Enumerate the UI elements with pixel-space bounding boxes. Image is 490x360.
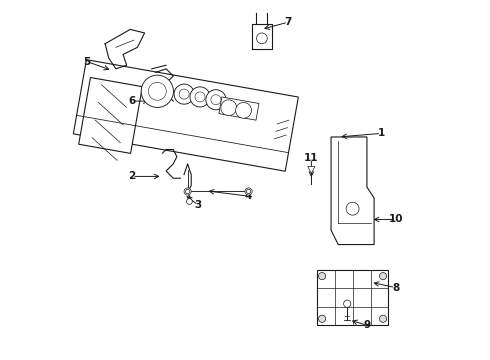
- Circle shape: [195, 92, 205, 102]
- Text: 10: 10: [389, 215, 403, 224]
- Circle shape: [246, 189, 251, 194]
- Polygon shape: [219, 97, 259, 120]
- Text: 7: 7: [284, 17, 292, 27]
- Circle shape: [141, 75, 173, 107]
- Circle shape: [318, 273, 326, 280]
- Circle shape: [187, 199, 192, 204]
- Circle shape: [211, 95, 221, 105]
- Circle shape: [148, 82, 166, 100]
- Circle shape: [190, 87, 210, 107]
- Text: 11: 11: [304, 153, 319, 163]
- Polygon shape: [308, 166, 315, 174]
- Polygon shape: [331, 137, 374, 244]
- Circle shape: [206, 90, 226, 110]
- Circle shape: [179, 89, 189, 99]
- Text: 5: 5: [84, 57, 91, 67]
- Circle shape: [236, 103, 251, 118]
- Text: 2: 2: [128, 171, 136, 181]
- Circle shape: [379, 273, 387, 280]
- Circle shape: [186, 189, 190, 194]
- Polygon shape: [74, 60, 298, 171]
- Circle shape: [256, 33, 267, 44]
- Text: 3: 3: [195, 200, 202, 210]
- Text: 1: 1: [378, 129, 385, 138]
- Bar: [317, 270, 389, 325]
- Circle shape: [379, 315, 387, 322]
- Text: 8: 8: [392, 283, 399, 293]
- Text: 9: 9: [364, 320, 370, 330]
- Circle shape: [245, 188, 252, 195]
- Circle shape: [346, 202, 359, 215]
- Circle shape: [174, 84, 194, 104]
- Text: 6: 6: [128, 96, 136, 106]
- Polygon shape: [79, 77, 143, 153]
- Circle shape: [343, 300, 351, 307]
- Circle shape: [318, 315, 326, 322]
- Circle shape: [221, 100, 237, 116]
- Text: 4: 4: [245, 191, 252, 201]
- Circle shape: [184, 188, 191, 195]
